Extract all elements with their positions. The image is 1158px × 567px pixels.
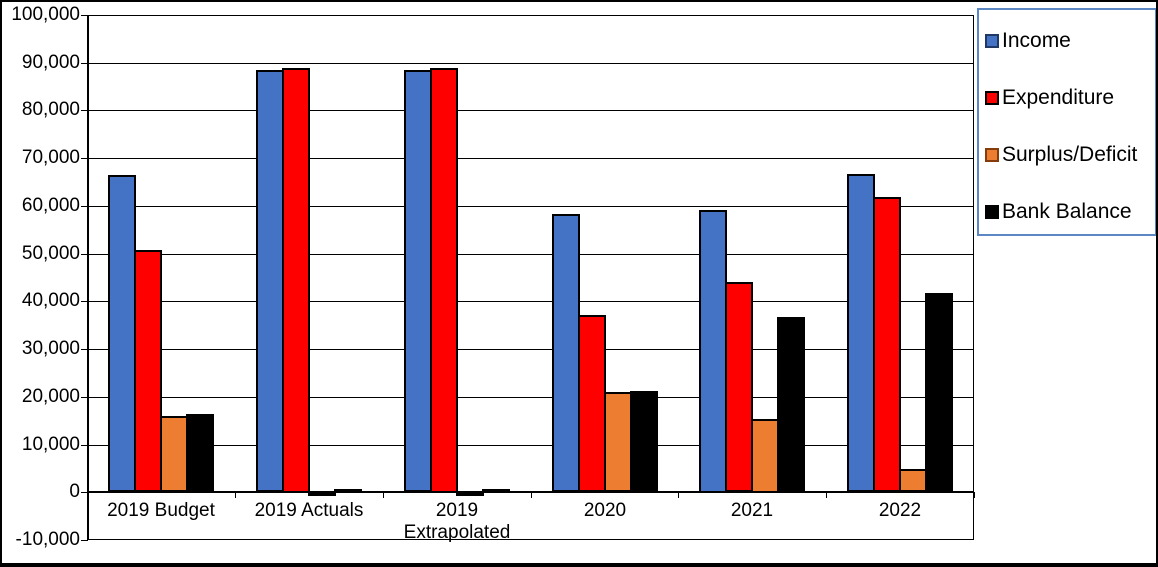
bar-income [699,210,727,493]
y-tick [81,445,88,446]
x-category-label: 2019 Actuals [254,500,364,521]
legend-label: Income [1002,29,1071,52]
bar-surplus-deficit [456,492,484,496]
y-tick [81,254,88,255]
x-tick [383,492,384,498]
y-tick-label: 90,000 [21,52,80,73]
x-tick [87,492,88,498]
gridline [87,445,974,446]
bar-bank-balance [186,414,214,492]
y-tick-label: 0 [69,481,80,502]
y-tick [81,397,88,398]
gridline [87,15,974,16]
gridline [87,539,974,540]
gridline [87,301,974,302]
y-tick-label: 30,000 [21,338,80,359]
bar-expenditure [134,250,162,492]
gridline [87,254,974,255]
y-tick [81,492,88,493]
y-tick-label: 60,000 [21,195,80,216]
legend-label: Surplus/Deficit [1002,143,1138,166]
x-tick [678,492,679,498]
gridline [87,158,974,159]
gridline [87,397,974,398]
bar-income [552,214,580,492]
bar-expenditure [725,282,753,492]
y-tick-label: 80,000 [21,99,80,120]
y-tick-label: 50,000 [21,243,80,264]
y-tick [81,349,88,350]
bar-income [108,175,136,492]
bar-surplus-deficit [604,392,632,492]
legend-item-surplus-deficit: Surplus/Deficit [985,138,1153,172]
y-tick-label: 100,000 [11,4,80,25]
y-tick [81,15,88,16]
y-tick-label: 20,000 [21,386,80,407]
bar-surplus-deficit [899,469,927,492]
bar-surplus-deficit [308,492,336,496]
bar-expenditure [873,197,901,492]
plot-right-border [973,15,974,540]
bar-income [847,174,875,492]
x-category-label: 2019 Extrapolated [403,500,511,543]
y-tick-label: 10,000 [21,434,80,455]
legend-label: Expenditure [1002,86,1115,109]
legend-item-income: Income [985,24,1153,58]
legend: Income Expenditure Surplus/Deficit Bank Bal… [977,8,1156,236]
bar-surplus-deficit [160,416,188,492]
bar-income [256,70,284,492]
gridline [87,206,974,207]
y-tick [81,63,88,64]
y-tick [81,301,88,302]
x-tick [826,492,827,498]
legend-item-expenditure: Expenditure [985,81,1153,115]
y-tick-label: 40,000 [21,290,80,311]
y-tick [81,206,88,207]
bar-surplus-deficit [751,419,779,493]
x-category-label: 2022 [878,500,922,521]
bar-expenditure [578,315,606,492]
legend-marker-icon [985,91,999,105]
bar-bank-balance [630,391,658,492]
x-tick [235,492,236,498]
plot-area [87,15,974,540]
y-tick [81,158,88,159]
bar-expenditure [282,68,310,493]
gridline [87,110,974,111]
bar-expenditure [430,68,458,493]
legend-marker-icon [985,34,999,48]
legend-marker-icon [985,148,999,162]
gridline [87,63,974,64]
x-tick [974,492,975,498]
x-category-label: 2020 [583,500,627,521]
y-tick [81,540,88,541]
bar-income [404,70,432,492]
gridline [87,349,974,350]
x-category-label: 2021 [730,500,774,521]
y-tick-label: 70,000 [21,147,80,168]
bar-bank-balance [777,317,805,492]
y-tick-label: -10,000 [15,529,80,550]
bar-bank-balance [925,293,953,492]
x-category-label: 2019 Budget [107,500,215,521]
x-tick [531,492,532,498]
y-tick [81,110,88,111]
y-axis-line [87,15,89,540]
legend-label: Bank Balance [1002,200,1132,223]
legend-marker-icon [985,205,999,219]
x-axis-line [87,491,974,493]
legend-item-bank-balance: Bank Balance [985,195,1153,229]
